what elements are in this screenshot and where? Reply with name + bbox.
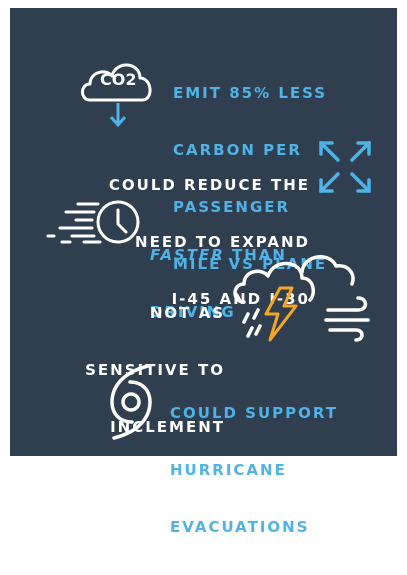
- hurricane-text: COULD SUPPORT HURRICANE EVACUATIONS: [170, 366, 338, 575]
- highway-line-2: NEED TO EXPAND: [135, 233, 310, 251]
- faster-line-1: FASTER THAN: [150, 246, 287, 265]
- weather-line-3: INCLEMENT: [110, 418, 225, 436]
- faster-rest: THAN: [224, 246, 287, 264]
- co2-label: CO2: [100, 70, 137, 89]
- infographic-panel: CO2 EMIT 85% LESS CARBON PER PASSENGER M…: [10, 8, 397, 536]
- hurricane-icon: [110, 364, 152, 440]
- fast-clock-icon: [46, 200, 140, 244]
- carbon-text: EMIT 85% LESS CARBON PER PASSENGER MILE …: [173, 46, 327, 312]
- faster-line-2: DRIVING: [150, 303, 236, 321]
- carbon-line-2: CARBON PER: [173, 141, 302, 159]
- faster-text: FASTER THAN DRIVING: [150, 208, 287, 360]
- highway-text: COULD REDUCE THE NEED TO EXPAND I-45 AND…: [90, 138, 310, 347]
- carbon-line-3: PASSENGER: [173, 198, 291, 216]
- carbon-line-1: EMIT 85% LESS: [173, 84, 328, 102]
- expand-arrows-icon: [319, 141, 371, 193]
- highway-line-1: COULD REDUCE THE: [108, 176, 310, 194]
- hurricane-line-3: EVACUATIONS: [170, 518, 310, 536]
- hurricane-line-2: HURRICANE: [170, 461, 287, 479]
- storm-cloud-icon: [233, 255, 370, 342]
- carbon-line-4: MILE VS PLANE: [173, 255, 328, 273]
- weather-line-1: NOT AS: [149, 304, 225, 322]
- faster-emphasis: FASTER: [150, 246, 225, 264]
- co2-cloud-icon: [81, 63, 152, 128]
- hurricane-line-1: COULD SUPPORT: [170, 404, 339, 422]
